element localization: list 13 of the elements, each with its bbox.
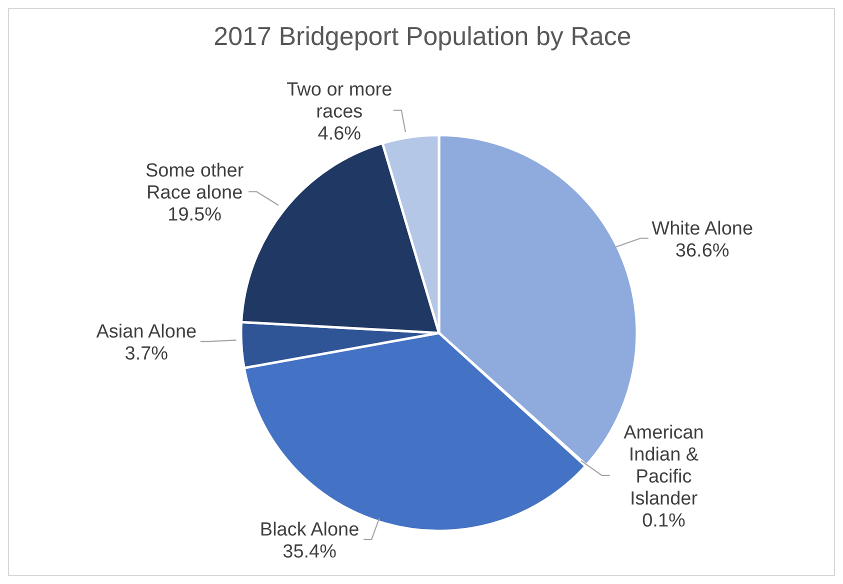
slice-label: Black Alone	[260, 519, 360, 540]
data-label: 36.6%	[675, 240, 730, 262]
slice-label: Some other Race alone	[145, 160, 244, 204]
data-label: 0.1%	[642, 510, 686, 532]
slice-label: American Indian & Pacific Islander	[624, 422, 704, 510]
data-label: 4.6%	[318, 123, 362, 144]
data-label: 35.4%	[282, 541, 337, 562]
slice-label: Asian Alone	[96, 321, 197, 342]
slice-label: White Alone	[652, 218, 754, 240]
slice-label: Two or more races	[286, 79, 392, 122]
data-label: 3.7%	[124, 343, 168, 364]
chart-title: 2017 Bridgeport Population by Race	[212, 21, 632, 52]
data-label: 19.5%	[168, 204, 222, 226]
